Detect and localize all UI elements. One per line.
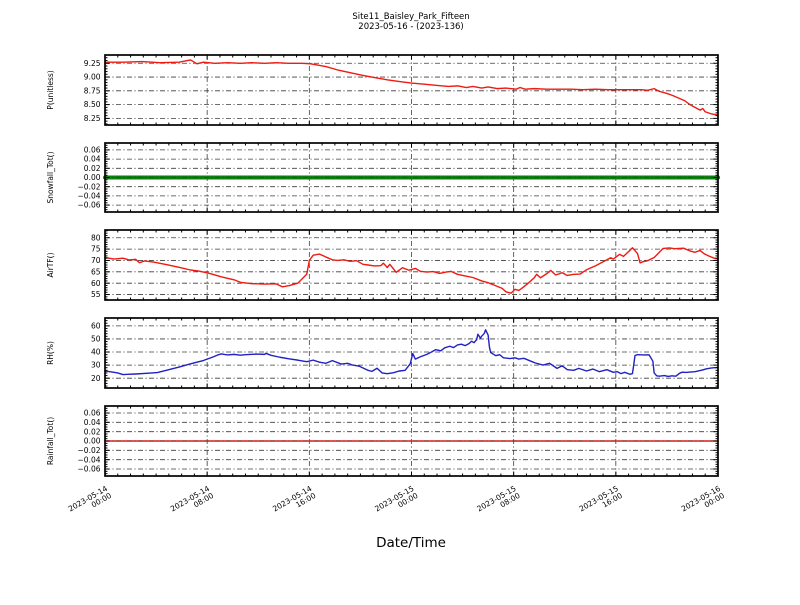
y-tick-label: 30: [91, 361, 101, 370]
y-tick-label: 20: [91, 374, 101, 383]
y-tick-label: 9.00: [84, 73, 101, 82]
y-tick-label: 70: [91, 256, 101, 265]
series-line-p-unitless: [104, 59, 719, 116]
x-tick-label: 2023-05-1408:00: [169, 484, 215, 521]
y-tick-label: −0.04: [78, 192, 101, 201]
y-tick-label: 0.04: [84, 418, 101, 427]
y-tick-label: 55: [91, 290, 101, 299]
y-tick-label: 0.06: [84, 146, 101, 155]
y-tick-label: −0.02: [78, 446, 101, 455]
y-tick-label: 0.02: [84, 164, 101, 173]
y-tick-label: 40: [91, 348, 101, 357]
panel-airtf: 80 75 70 65 60 55 AirTF(): [46, 229, 719, 301]
y-tick-label: 65: [91, 267, 101, 276]
x-tick-label: 2023-05-1600:00: [680, 484, 726, 521]
panel-snowfall-tot: 0.060.040.020.00−0.02−0.04−0.06 Snowfall_…: [46, 142, 720, 213]
y-tick-label: 0.02: [84, 427, 101, 436]
x-tick-label: 2023-05-1500:00: [373, 484, 419, 521]
y-tick-label: 50: [91, 335, 101, 344]
x-tick-label: 2023-05-1516:00: [578, 484, 624, 521]
chart-title-line2: 2023-05-16 - (2023-136): [358, 22, 463, 32]
y-tick-label: 8.50: [84, 100, 101, 109]
y-tick-label: 0.04: [84, 155, 101, 164]
y-tick-label: 8.75: [84, 86, 101, 95]
subplot-area: 9.259.008.758.508.25P(unitless)0.060.040…: [46, 54, 726, 521]
x-tick-label: 2023-05-1508:00: [475, 484, 521, 521]
y-tick-label: 0.00: [84, 173, 101, 182]
panel-rh: 60 50 40 30 20 RH(%): [46, 317, 719, 389]
y-axis-label-airtf: AirTF(): [46, 252, 55, 277]
y-axis-label-snowfall-tot: Snowfall_Tot(): [46, 151, 55, 203]
x-tick-label: 2023-05-1416:00: [271, 484, 317, 521]
x-tick-label: 2023-05-1400:00: [67, 484, 113, 521]
series-line-airtf: [104, 247, 719, 294]
y-tick-label: 8.25: [84, 114, 101, 123]
y-tick-label: 0.06: [84, 409, 101, 418]
y-tick-label: 9.25: [84, 59, 101, 68]
y-axis-label-p-unitless: P(unitless): [46, 70, 55, 109]
y-tick-label: 80: [91, 233, 101, 242]
y-tick-label: 60: [91, 279, 101, 288]
y-tick-label: −0.02: [78, 182, 101, 191]
series-line-rh: [104, 329, 719, 378]
y-tick-label: −0.06: [78, 201, 101, 210]
y-tick-label: 75: [91, 245, 101, 254]
y-axis-label-rh: RH(%): [46, 341, 55, 365]
y-tick-label: −0.06: [78, 465, 101, 474]
x-axis-title: Date/Time: [376, 535, 446, 551]
y-tick-label: 60: [91, 321, 101, 330]
panel-p-unitless: 9.25 9.00 8.75 8.50 8.25 P(unitless): [46, 54, 719, 126]
y-tick-label: −0.04: [78, 455, 101, 464]
panel-rainfall-tot: 0.060.040.020.00−0.02−0.04−0.06 Rainfall_…: [46, 405, 726, 521]
chart-title-line1: Site11_Baisley_Park_Fifteen: [352, 12, 469, 22]
y-axis-label-rainfall-tot: Rainfall_Tot(): [46, 417, 55, 465]
y-tick-label: 0.00: [84, 437, 101, 446]
